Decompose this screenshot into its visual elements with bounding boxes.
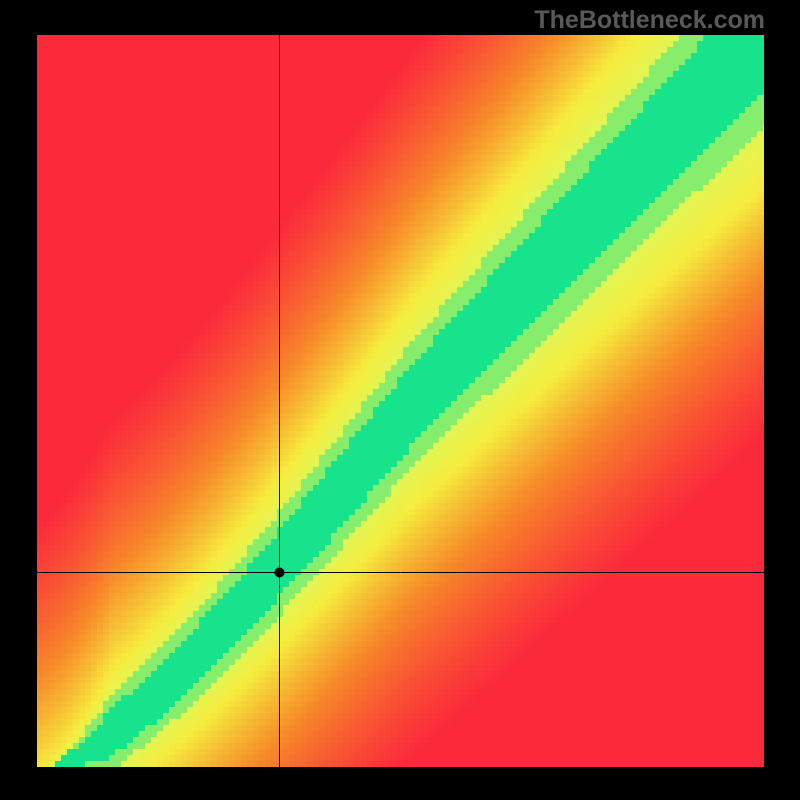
chart-container: TheBottleneck.com	[0, 0, 800, 800]
bottleneck-heatmap	[37, 35, 764, 767]
watermark-text: TheBottleneck.com	[534, 6, 765, 35]
